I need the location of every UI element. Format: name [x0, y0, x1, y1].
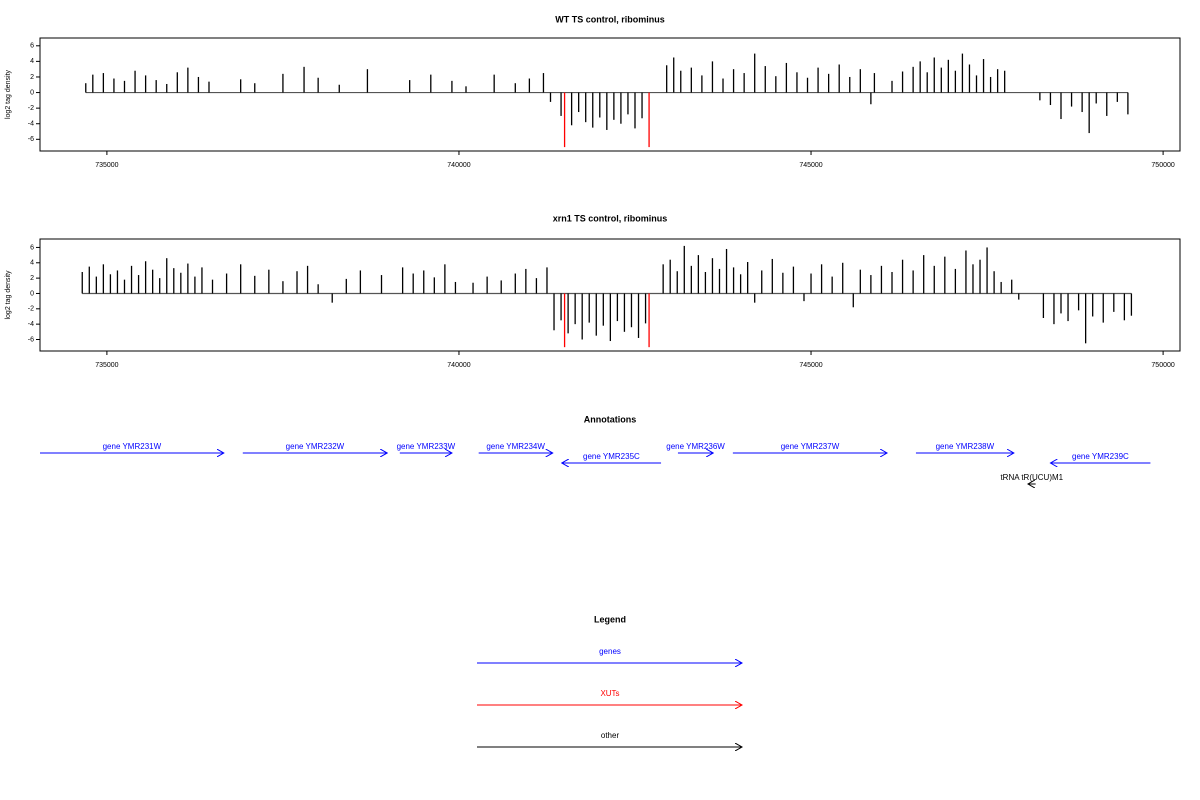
x-tick-label: 735000: [95, 162, 118, 169]
feature-label: gene YMR235C: [583, 452, 640, 461]
chart-title: WT TS control, ribominus: [555, 14, 665, 24]
feature-label: gene YMR239C: [1072, 452, 1129, 461]
y-tick-label: 0: [30, 290, 34, 297]
plot-frame: [39, 238, 1181, 352]
x-tick-label: 750000: [1151, 162, 1174, 169]
x-tick-label: 735000: [95, 362, 118, 369]
feature-label: gene YMR236W: [666, 442, 725, 451]
y-tick-label: -4: [28, 321, 34, 328]
y-tick-label: -6: [28, 136, 34, 143]
y-axis-label: log2 tag density: [5, 270, 12, 320]
y-tick-label: 4: [30, 58, 34, 65]
y-tick-label: 4: [30, 260, 34, 267]
feature-label: gene YMR237W: [781, 442, 840, 451]
plot-frame: [39, 37, 1181, 152]
x-tick-label: 745000: [799, 362, 822, 369]
y-axis-label: log2 tag density: [5, 69, 12, 119]
legend-label: genes: [599, 647, 621, 656]
feature-label: gene YMR234W: [486, 442, 545, 451]
x-tick-label: 740000: [447, 362, 470, 369]
x-tick-label: 745000: [799, 162, 822, 169]
y-tick-label: -4: [28, 121, 34, 128]
x-tick-label: 750000: [1151, 362, 1174, 369]
x-tick-label: 740000: [447, 162, 470, 169]
y-tick-label: 6: [30, 244, 34, 251]
y-tick-label: 0: [30, 89, 34, 96]
feature-label: gene YMR238W: [936, 442, 995, 451]
legend-label: XUTs: [600, 689, 619, 698]
y-tick-label: -6: [28, 336, 34, 343]
chart-title: xrn1 TS control, ribominus: [553, 213, 668, 223]
legend-label: other: [601, 731, 620, 740]
y-tick-label: 2: [30, 275, 34, 282]
y-tick-label: 2: [30, 74, 34, 81]
feature-label: tRNA tR(UCU)M1: [1000, 473, 1063, 482]
annotations-title: Annotations: [584, 414, 637, 424]
y-tick-label: -2: [28, 105, 34, 112]
y-tick-label: -2: [28, 306, 34, 313]
feature-label: gene YMR233W: [397, 442, 456, 451]
y-tick-label: 6: [30, 43, 34, 50]
feature-label: gene YMR232W: [286, 442, 345, 451]
feature-label: gene YMR231W: [103, 442, 162, 451]
legend-title: Legend: [594, 614, 626, 624]
